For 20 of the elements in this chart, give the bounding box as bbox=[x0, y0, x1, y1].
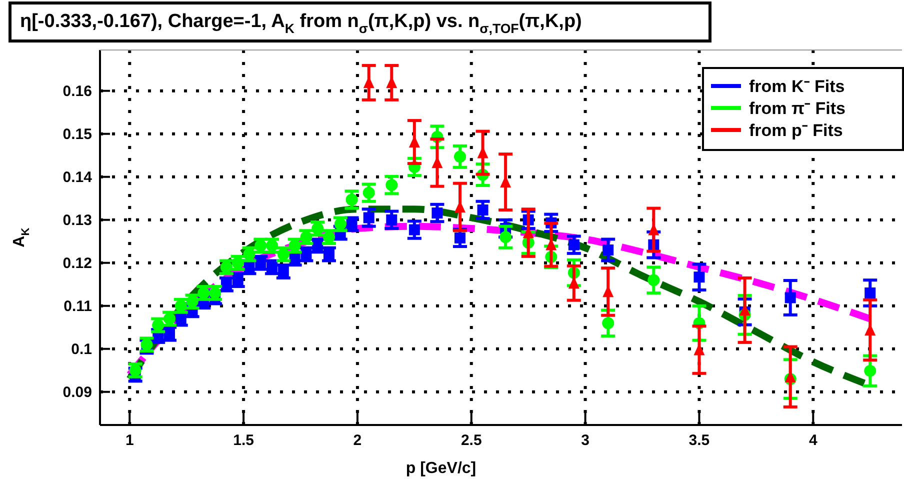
x-tick-label: 2 bbox=[353, 432, 362, 449]
y-tick-label: 0.11 bbox=[64, 298, 92, 315]
y-tick-label: 0.09 bbox=[62, 384, 92, 401]
legend-label: from K⁻ Fits bbox=[749, 77, 845, 96]
x-axis-title: p [GeV/c] bbox=[406, 460, 476, 477]
y-tick-label: 0.15 bbox=[62, 126, 92, 143]
x-tick-label: 1 bbox=[125, 432, 134, 449]
y-tick-label: 0.13 bbox=[62, 212, 92, 229]
x-tick-label: 1.5 bbox=[233, 432, 254, 449]
x-tick-label: 2.5 bbox=[460, 432, 482, 449]
y-tick-label: 0.1 bbox=[71, 340, 92, 358]
legend-label: from p⁻ Fits bbox=[749, 121, 843, 140]
x-tick-label: 3 bbox=[581, 432, 590, 449]
x-tick-label: 4 bbox=[808, 432, 818, 449]
legend-label: from π⁻ Fits bbox=[749, 99, 846, 118]
x-tick-label: 3.5 bbox=[688, 432, 710, 449]
y-tick-label: 0.16 bbox=[62, 82, 92, 100]
y-tick-label: 0.12 bbox=[62, 254, 92, 272]
chart-title: η[-0.333,-0.167), Charge=-1, A$_{K}$ from n$_{σ}$(π,K,p) vs. n$_{σ,TOF}$(π,K,p) bbox=[20, 11, 582, 36]
y-tick-label: 0.14 bbox=[62, 168, 93, 186]
